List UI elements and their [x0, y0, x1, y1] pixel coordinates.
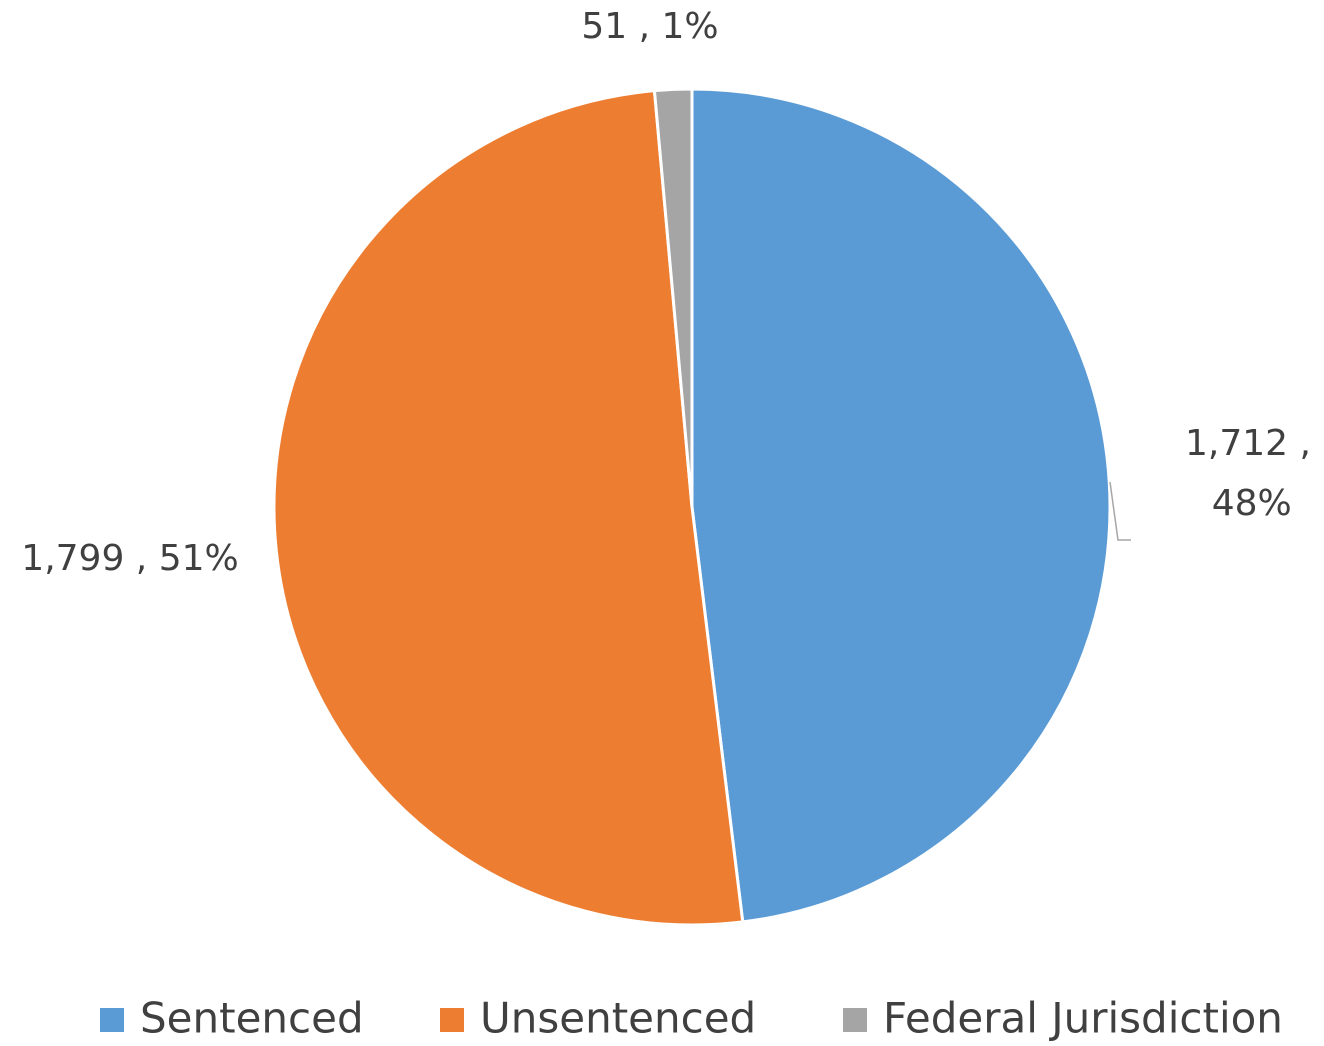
legend-swatch	[100, 1008, 124, 1032]
legend-label: Federal Jurisdiction	[883, 994, 1283, 1043]
leader-line	[1109, 481, 1131, 541]
pie-slice	[272, 89, 745, 927]
legend-label: Sentenced	[140, 994, 364, 1043]
pie-slice	[652, 87, 694, 508]
legend-swatch	[440, 1008, 464, 1032]
legend-label: Unsentenced	[480, 994, 756, 1043]
legend-swatch	[843, 1008, 867, 1032]
data-label: 1,799 , 51%	[21, 538, 238, 579]
pie-slice	[690, 87, 1112, 924]
data-label: 1,712 , 48%	[1185, 423, 1311, 524]
data-label: 51 , 1%	[581, 6, 718, 47]
